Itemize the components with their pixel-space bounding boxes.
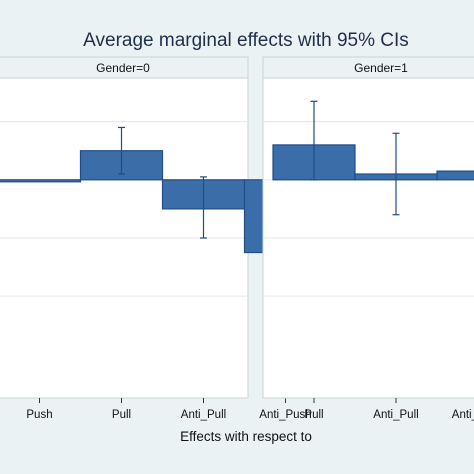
strip-label-left: Gender=0: [96, 61, 150, 75]
x-tick-label: Anti_Push: [259, 409, 311, 421]
chart-title: Average marginal effects with 95% CIs: [83, 30, 409, 51]
strip-label-right: Gender=1: [354, 61, 408, 75]
x-tick-label: Anti_Push: [452, 409, 474, 421]
bar: [0, 179, 82, 183]
x-tick-label: Anti_Pull: [373, 409, 418, 421]
x-tick-label: Push: [26, 409, 52, 421]
tick-labels-left: Push Pull Anti_Pull Anti_Push: [26, 398, 312, 421]
bars-right: [272, 100, 474, 216]
x-tick-label: Anti_Pull: [181, 409, 226, 421]
x-tick-label: Pull: [112, 409, 131, 421]
x-axis-title: Effects with respect to: [180, 429, 312, 444]
bar: [436, 170, 474, 181]
x-tick-label: Pull: [304, 409, 323, 421]
tick-labels-right: Pull Anti_Pull Anti_Push: [304, 398, 474, 421]
panel-right: Gender=1 Pull Anti_Pull Anti_Push: [262, 56, 474, 421]
